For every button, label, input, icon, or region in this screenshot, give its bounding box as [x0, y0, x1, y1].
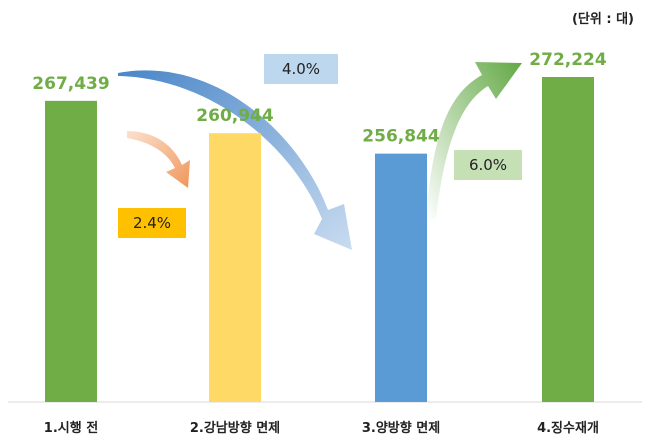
- value-label-4: 272,224: [529, 50, 607, 70]
- value-label-1: 267,439: [32, 74, 109, 94]
- value-label-3: 256,844: [362, 127, 440, 147]
- unit-label: (단위 : 대): [571, 12, 634, 27]
- bar-4: [542, 77, 594, 402]
- category-label-3: 3.양방향 면제: [362, 420, 440, 436]
- value-label-2: 260,944: [196, 106, 274, 126]
- value-labels-layer: 267,439 260,944 256,844 272,224: [32, 50, 607, 147]
- annotation-box-6-0: 6.0%: [454, 150, 522, 180]
- arrow-blue: [118, 70, 352, 250]
- bars-layer: [45, 77, 594, 402]
- arrow-orange: [127, 131, 190, 188]
- category-labels-layer: 1.시행 전 2.강남방향 면제 3.양방향 면제 4.징수재개: [44, 420, 599, 436]
- annotation-box-2-4: 2.4%: [118, 208, 186, 238]
- bar-3: [375, 153, 427, 402]
- category-label-2: 2.강남방향 면제: [190, 420, 280, 436]
- bar-2: [209, 133, 261, 402]
- annotation-box-4-0: 4.0%: [264, 54, 338, 84]
- bar-1: [45, 100, 97, 402]
- category-label-1: 1.시행 전: [44, 420, 98, 436]
- arrow-green: [426, 62, 522, 220]
- category-label-4: 4.징수재개: [537, 420, 599, 436]
